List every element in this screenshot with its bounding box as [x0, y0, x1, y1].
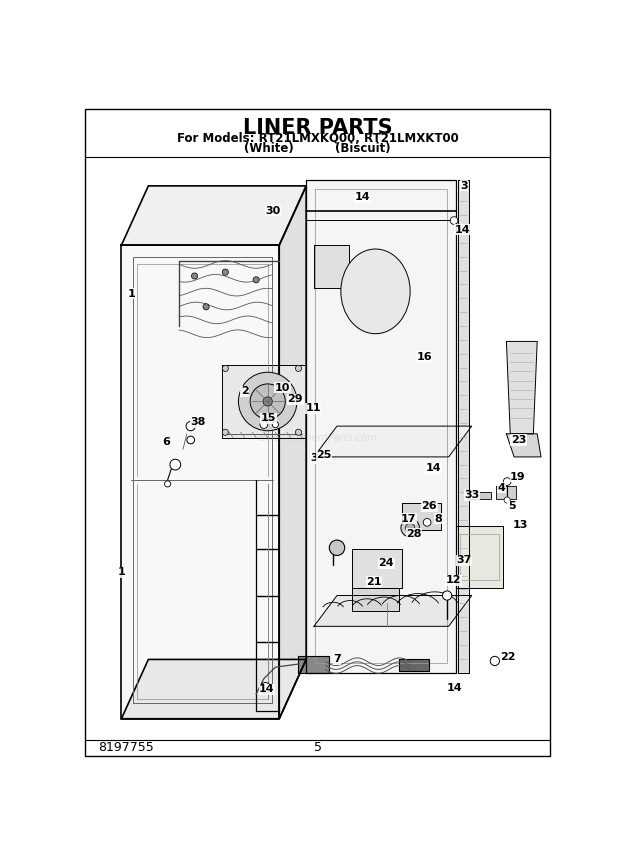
- Text: 38: 38: [191, 417, 206, 427]
- Polygon shape: [399, 659, 430, 671]
- Polygon shape: [352, 588, 399, 611]
- Polygon shape: [122, 186, 306, 245]
- Circle shape: [222, 366, 228, 372]
- Polygon shape: [456, 526, 503, 588]
- Circle shape: [272, 421, 278, 428]
- Text: For Models: RT21LMXKQ00, RT21LMXKT00: For Models: RT21LMXKQ00, RT21LMXKT00: [177, 132, 459, 145]
- Text: 8197755: 8197755: [99, 741, 154, 754]
- Ellipse shape: [341, 249, 410, 334]
- Text: 13: 13: [513, 520, 528, 530]
- Circle shape: [401, 519, 419, 537]
- Circle shape: [164, 481, 171, 487]
- Text: 12: 12: [446, 575, 461, 586]
- Text: 22: 22: [500, 652, 516, 663]
- Polygon shape: [122, 659, 306, 719]
- Circle shape: [423, 519, 431, 526]
- Text: 2: 2: [241, 386, 249, 396]
- Text: 17: 17: [401, 514, 417, 524]
- Text: 19: 19: [510, 472, 526, 482]
- Text: 29: 29: [288, 394, 303, 404]
- Polygon shape: [279, 186, 306, 719]
- Polygon shape: [497, 486, 516, 499]
- Text: eReplacementParts.com: eReplacementParts.com: [258, 432, 378, 443]
- Text: 11: 11: [306, 403, 321, 413]
- Circle shape: [260, 421, 268, 429]
- Circle shape: [443, 591, 452, 600]
- Circle shape: [222, 429, 228, 436]
- Text: 23: 23: [511, 435, 526, 445]
- Circle shape: [186, 421, 195, 431]
- Polygon shape: [458, 180, 469, 673]
- Text: 15: 15: [261, 413, 276, 424]
- Text: 10: 10: [275, 383, 290, 393]
- Circle shape: [239, 372, 297, 431]
- Polygon shape: [352, 550, 402, 588]
- Circle shape: [253, 276, 259, 282]
- Circle shape: [490, 657, 500, 666]
- Circle shape: [295, 366, 301, 372]
- Circle shape: [405, 523, 415, 532]
- Text: 14: 14: [425, 463, 441, 473]
- Text: 6: 6: [162, 437, 170, 447]
- Polygon shape: [402, 503, 441, 530]
- Polygon shape: [221, 365, 306, 437]
- Circle shape: [329, 540, 345, 556]
- Text: 5: 5: [314, 741, 322, 754]
- Circle shape: [250, 384, 285, 419]
- Circle shape: [187, 436, 195, 443]
- Text: 4: 4: [497, 483, 505, 493]
- Text: 25: 25: [316, 450, 332, 461]
- Text: 1: 1: [128, 288, 135, 299]
- Text: 14: 14: [454, 225, 471, 235]
- Text: 33: 33: [464, 490, 479, 501]
- Polygon shape: [507, 342, 537, 434]
- Text: 14: 14: [446, 683, 462, 693]
- Circle shape: [450, 217, 458, 224]
- Polygon shape: [314, 426, 472, 457]
- Polygon shape: [507, 434, 541, 457]
- Polygon shape: [306, 180, 456, 673]
- Circle shape: [192, 273, 198, 279]
- Polygon shape: [314, 245, 348, 288]
- Text: 7: 7: [333, 655, 341, 664]
- Text: LINER PARTS: LINER PARTS: [243, 118, 392, 138]
- Text: 28: 28: [406, 529, 422, 539]
- Text: 37: 37: [456, 555, 472, 565]
- Circle shape: [503, 478, 511, 485]
- Text: 26: 26: [422, 502, 437, 511]
- Text: 3: 3: [310, 454, 317, 463]
- Text: 30: 30: [265, 205, 281, 216]
- Text: 21: 21: [366, 577, 382, 586]
- Text: 8: 8: [435, 514, 443, 524]
- Text: (White)          (Biscuit): (White) (Biscuit): [244, 142, 391, 155]
- Circle shape: [222, 269, 228, 275]
- Text: 1: 1: [118, 568, 125, 578]
- Text: 24: 24: [378, 558, 394, 568]
- Text: 14: 14: [355, 193, 370, 202]
- Text: 5: 5: [508, 502, 516, 511]
- Polygon shape: [122, 245, 279, 719]
- Text: 16: 16: [416, 352, 432, 362]
- Text: 14: 14: [259, 685, 275, 694]
- Circle shape: [263, 397, 272, 406]
- Circle shape: [504, 497, 510, 503]
- Circle shape: [295, 429, 301, 436]
- Circle shape: [203, 304, 209, 310]
- Text: 3: 3: [460, 181, 468, 191]
- Polygon shape: [314, 596, 472, 627]
- Circle shape: [260, 682, 271, 693]
- Polygon shape: [468, 491, 491, 499]
- Polygon shape: [298, 656, 329, 673]
- Circle shape: [170, 459, 180, 470]
